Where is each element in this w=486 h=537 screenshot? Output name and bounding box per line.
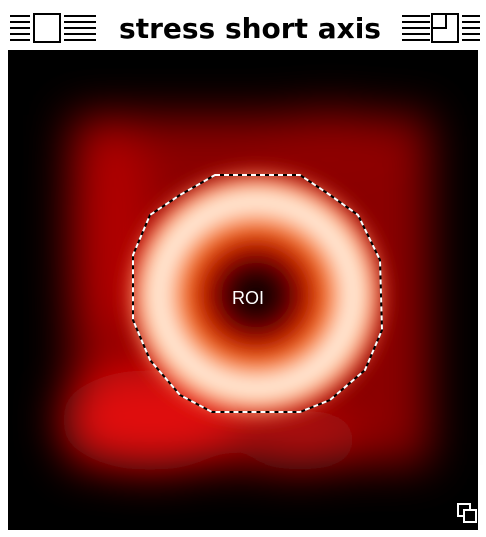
roi-label: ROI (232, 288, 264, 308)
scan-image: ROI (8, 50, 478, 530)
window: stress short axis ROI (0, 0, 486, 537)
page: {"window": {"title": "stress short axis"… (0, 0, 486, 537)
close-box[interactable] (34, 14, 60, 42)
window-title: stress short axis (119, 12, 381, 45)
title-bar: stress short axis (10, 12, 480, 45)
